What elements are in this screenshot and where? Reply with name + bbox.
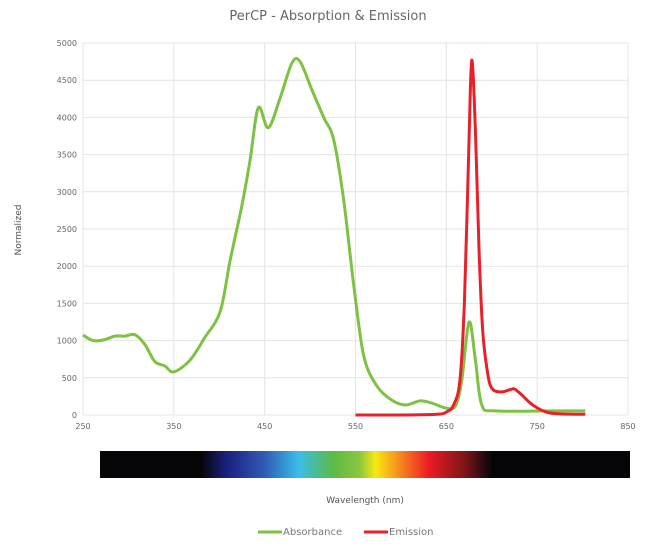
y-tick-label: 2000 xyxy=(57,262,77,271)
y-axis-ticks: 0 500 1000 1500 2000 2500 3000 3500 4000 4500 5000 xyxy=(57,39,77,420)
y-tick-label: 4500 xyxy=(57,76,77,85)
chart-title: PerCP - Absorption & Emission xyxy=(229,9,426,24)
gridlines xyxy=(82,42,629,416)
y-tick-label: 5000 xyxy=(57,39,77,48)
x-tick-label: 750 xyxy=(530,422,545,431)
legend: Absorbance Emission xyxy=(258,527,434,538)
y-tick-label: 1000 xyxy=(57,337,77,346)
y-tick-label: 0 xyxy=(72,411,77,420)
y-tick-label: 3000 xyxy=(57,188,77,197)
y-tick-label: 1500 xyxy=(57,299,77,308)
x-tick-label: 650 xyxy=(439,422,454,431)
y-axis-label: Normalized xyxy=(14,204,24,255)
series-line-emission xyxy=(355,58,586,417)
y-tick-label: 4000 xyxy=(57,113,77,122)
y-tick-label: 3500 xyxy=(57,151,77,160)
y-tick-label: 500 xyxy=(62,374,77,383)
x-tick-label: 850 xyxy=(620,422,635,431)
legend-label-emission: Emission xyxy=(389,527,434,538)
x-tick-label: 450 xyxy=(257,422,272,431)
y-tick-label: 2500 xyxy=(57,225,77,234)
x-tick-label: 550 xyxy=(348,422,363,431)
x-axis-label: Wavelength (nm) xyxy=(326,496,404,506)
x-axis-ticks: 250 350 450 550 650 750 850 xyxy=(75,422,635,431)
x-tick-label: 350 xyxy=(166,422,181,431)
legend-label-absorbance: Absorbance xyxy=(283,527,342,538)
spectrum-bar xyxy=(100,451,630,478)
series-line-absorbance xyxy=(82,56,586,413)
series-lines xyxy=(82,56,586,417)
x-tick-label: 250 xyxy=(75,422,90,431)
